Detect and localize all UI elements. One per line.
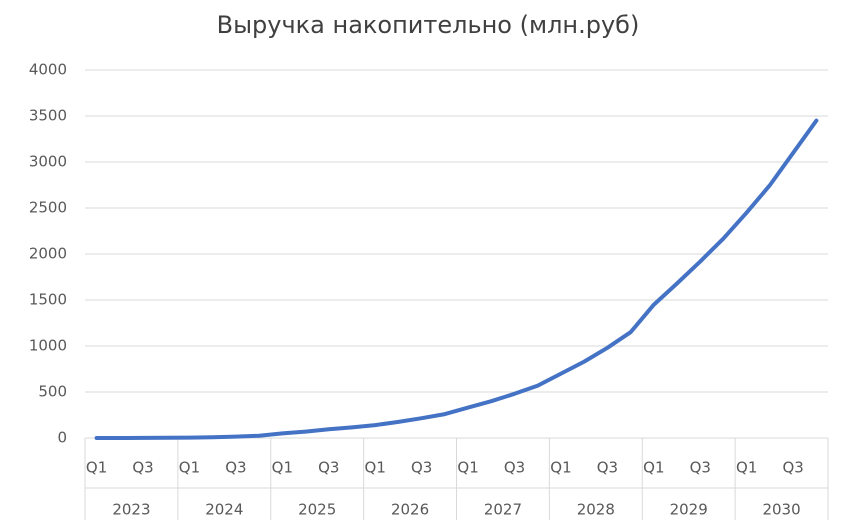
y-tick-label: 1500	[29, 291, 67, 309]
x-tick-label: Q1	[736, 459, 757, 477]
group-label: 2027	[484, 501, 522, 519]
x-tick-label: Q3	[318, 459, 339, 477]
group-label: 2024	[205, 501, 243, 519]
y-tick-label: 3000	[29, 153, 67, 171]
x-tick-label: Q3	[597, 459, 618, 477]
group-label: 2030	[762, 501, 800, 519]
chart-title: Выручка накопительно (млн.руб)	[217, 11, 640, 39]
y-tick-label: 500	[38, 383, 67, 401]
x-tick-label: Q3	[690, 459, 711, 477]
x-tick-label: Q1	[643, 459, 664, 477]
y-tick-label: 1000	[29, 337, 67, 355]
x-tick-label: Q3	[132, 459, 153, 477]
x-tick-label: Q1	[550, 459, 571, 477]
x-tick-label: Q1	[179, 459, 200, 477]
y-tick-label: 3500	[29, 107, 67, 125]
x-tick-label: Q3	[411, 459, 432, 477]
x-tick-label: Q1	[86, 459, 107, 477]
group-label: 2023	[112, 501, 150, 519]
group-label: 2028	[577, 501, 615, 519]
group-label: 2026	[391, 501, 429, 519]
x-tick-label: Q1	[365, 459, 386, 477]
x-tick-label: Q3	[504, 459, 525, 477]
x-tick-label: Q1	[457, 459, 478, 477]
x-tick-label: Q1	[272, 459, 293, 477]
group-label: 2029	[670, 501, 708, 519]
x-tick-label: Q3	[225, 459, 246, 477]
group-label: 2025	[298, 501, 336, 519]
line-series	[94, 118, 819, 440]
y-tick-label: 2500	[29, 199, 67, 217]
x-tick-label: Q3	[782, 459, 803, 477]
y-tick-label: 4000	[29, 61, 67, 79]
y-tick-label: 2000	[29, 245, 67, 263]
y-tick-label: 0	[57, 429, 67, 447]
